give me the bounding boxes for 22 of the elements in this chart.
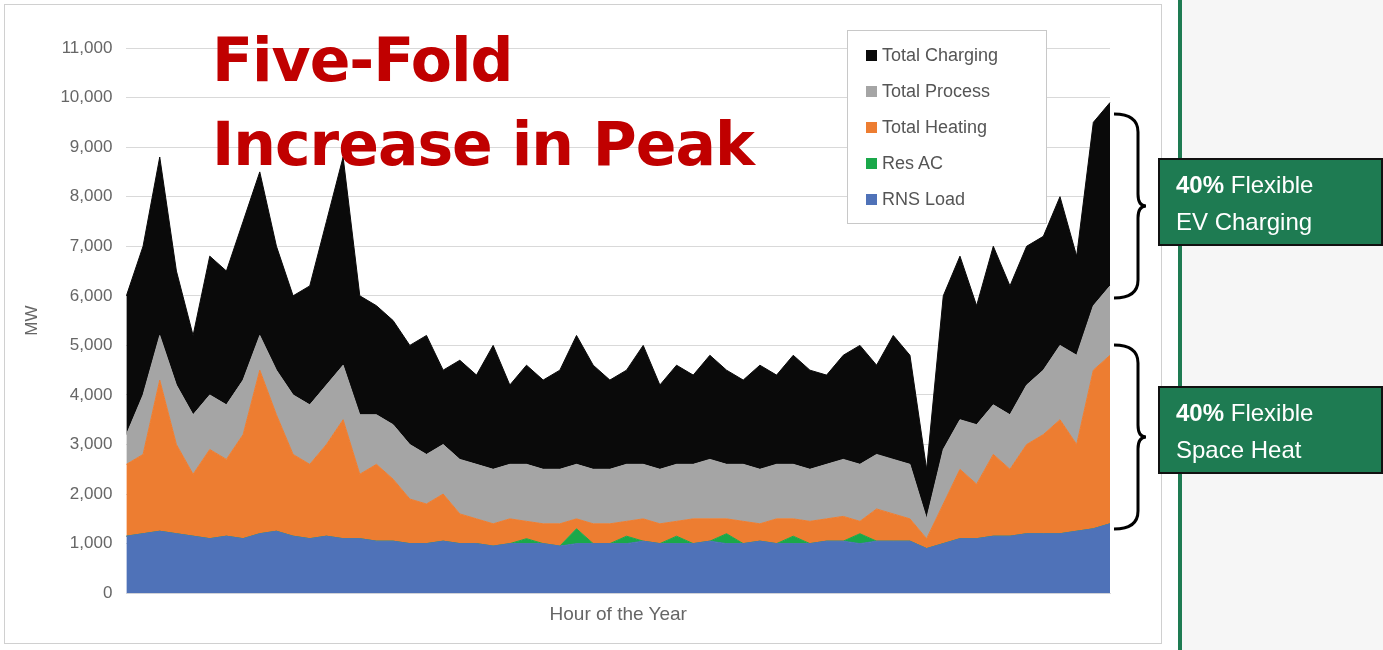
y-tick-label: 11,000 — [61, 37, 113, 57]
y-tick-label: 1,000 — [69, 533, 113, 553]
y-tick-label: 7,000 — [69, 235, 113, 255]
y-tick-label: 5,000 — [69, 335, 113, 355]
y-tick-label: 8,000 — [69, 186, 113, 206]
legend-label: RNS Load — [882, 188, 966, 210]
legend-label: Total Heating — [882, 116, 988, 138]
y-tick-label: 10,000 — [60, 87, 113, 107]
legend-label: Total Charging — [882, 44, 999, 66]
y-tick-label: 0 — [102, 582, 113, 602]
text: 40% Flexible EV Charging — [1158, 158, 1383, 246]
legend-label: Res AC — [882, 152, 944, 174]
y-tick-label: 9,000 — [69, 136, 113, 156]
text: 40% Flexible Space Heat — [1158, 386, 1383, 474]
y-tick-label: 2,000 — [69, 483, 113, 503]
x-axis-title: Hour of the Year — [549, 602, 688, 624]
y-tick-label: 6,000 — [69, 285, 113, 305]
legend-label: Total Process — [882, 80, 991, 102]
y-tick-label: 3,000 — [69, 434, 113, 454]
y-axis-title: MW — [21, 305, 41, 336]
y-tick-label: 4,000 — [69, 384, 113, 404]
chart-title: Five-Fold Increase in Peak — [212, 24, 757, 181]
